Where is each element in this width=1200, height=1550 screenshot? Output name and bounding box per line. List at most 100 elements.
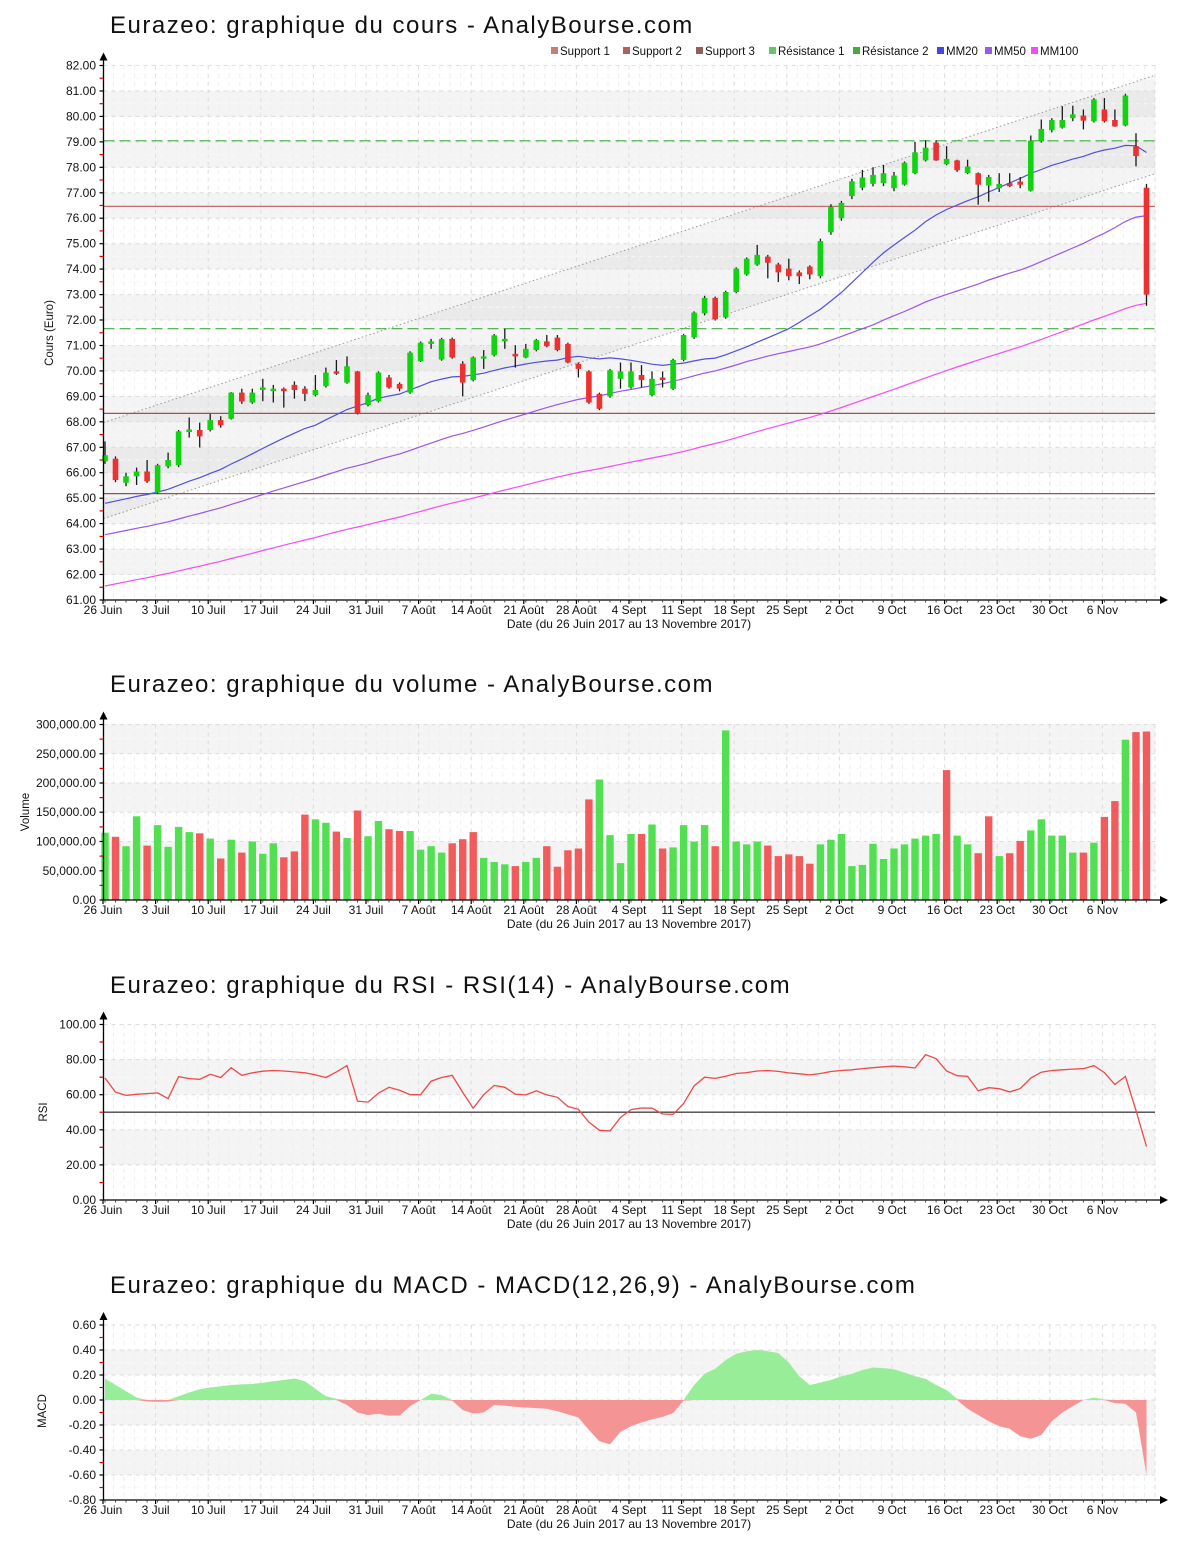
svg-text:17 Juil: 17 Juil	[243, 1203, 278, 1217]
svg-text:2 Oct: 2 Oct	[825, 1503, 854, 1517]
svg-text:16 Oct: 16 Oct	[927, 1203, 963, 1217]
svg-text:79.00: 79.00	[66, 135, 96, 149]
svg-text:28 Août: 28 Août	[556, 903, 597, 917]
svg-text:16 Oct: 16 Oct	[927, 903, 963, 917]
svg-text:24 Juil: 24 Juil	[296, 1503, 331, 1517]
svg-text:21 Août: 21 Août	[503, 603, 544, 617]
svg-text:-0.40: -0.40	[69, 1443, 97, 1457]
svg-text:7 Août: 7 Août	[402, 1503, 437, 1517]
svg-text:3 Juil: 3 Juil	[142, 1203, 170, 1217]
svg-text:Date (du 26 Juin 2017 au 13 No: Date (du 26 Juin 2017 au 13 Novembre 201…	[507, 617, 751, 631]
svg-text:9 Oct: 9 Oct	[878, 1503, 907, 1517]
svg-text:3 Juil: 3 Juil	[142, 603, 170, 617]
svg-text:Résistance 1: Résistance 1	[778, 46, 844, 58]
svg-text:3 Juil: 3 Juil	[142, 903, 170, 917]
svg-text:4 Sept: 4 Sept	[612, 1503, 647, 1517]
svg-text:23 Oct: 23 Oct	[980, 603, 1016, 617]
svg-text:78.00: 78.00	[66, 160, 96, 174]
svg-text:62.00: 62.00	[66, 568, 96, 582]
svg-text:11 Sept: 11 Sept	[661, 603, 702, 617]
svg-text:Eurazeo: graphique du RSI - RS: Eurazeo: graphique du RSI - RSI(14) - An…	[110, 972, 791, 999]
svg-text:MM100: MM100	[1040, 46, 1078, 58]
svg-text:MM20: MM20	[946, 46, 978, 58]
svg-text:30 Oct: 30 Oct	[1032, 1503, 1068, 1517]
svg-text:10 Juil: 10 Juil	[191, 1203, 226, 1217]
svg-text:Eurazeo: graphique du volume -: Eurazeo: graphique du volume - AnalyBour…	[110, 671, 714, 698]
svg-text:MACD: MACD	[37, 1394, 49, 1428]
svg-text:25 Sept: 25 Sept	[766, 903, 808, 917]
svg-text:30 Oct: 30 Oct	[1032, 603, 1068, 617]
svg-text:10 Juil: 10 Juil	[191, 903, 226, 917]
svg-text:72.00: 72.00	[66, 313, 96, 327]
svg-text:Résistance 2: Résistance 2	[862, 46, 928, 58]
svg-text:3 Juil: 3 Juil	[142, 1503, 170, 1517]
svg-text:77.00: 77.00	[66, 186, 96, 200]
svg-text:-0.80: -0.80	[69, 1493, 97, 1507]
svg-text:80.00: 80.00	[66, 1053, 96, 1067]
svg-text:0.60: 0.60	[73, 1318, 97, 1332]
svg-text:28 Août: 28 Août	[556, 603, 597, 617]
svg-text:16 Oct: 16 Oct	[927, 603, 963, 617]
svg-text:21 Août: 21 Août	[503, 1503, 544, 1517]
svg-text:18 Sept: 18 Sept	[714, 603, 756, 617]
svg-text:100.00: 100.00	[59, 1018, 96, 1032]
svg-text:7 Août: 7 Août	[402, 1203, 437, 1217]
svg-text:74.00: 74.00	[66, 262, 96, 276]
svg-text:6 Nov: 6 Nov	[1087, 1503, 1118, 1517]
svg-text:16 Oct: 16 Oct	[927, 1503, 963, 1517]
svg-text:11 Sept: 11 Sept	[661, 903, 702, 917]
svg-text:25 Sept: 25 Sept	[766, 1203, 808, 1217]
svg-text:0.00: 0.00	[73, 1193, 97, 1207]
svg-text:11 Sept: 11 Sept	[661, 1203, 702, 1217]
svg-text:18 Sept: 18 Sept	[714, 1503, 756, 1517]
svg-text:200,000.00: 200,000.00	[36, 776, 96, 790]
svg-text:76.00: 76.00	[66, 211, 96, 225]
svg-text:Support 1: Support 1	[560, 46, 610, 58]
svg-text:66.00: 66.00	[66, 466, 96, 480]
svg-text:6 Nov: 6 Nov	[1087, 1203, 1118, 1217]
svg-text:Volume: Volume	[20, 793, 32, 831]
svg-text:40.00: 40.00	[66, 1123, 96, 1137]
svg-text:60.00: 60.00	[66, 1088, 96, 1102]
svg-text:2 Oct: 2 Oct	[825, 903, 854, 917]
svg-text:21 Août: 21 Août	[503, 1203, 544, 1217]
svg-text:0.20: 0.20	[73, 1368, 97, 1382]
svg-text:6 Nov: 6 Nov	[1087, 603, 1118, 617]
svg-text:-0.60: -0.60	[69, 1468, 97, 1482]
svg-text:4 Sept: 4 Sept	[612, 603, 647, 617]
svg-text:50,000.00: 50,000.00	[43, 864, 97, 878]
svg-text:Support 2: Support 2	[632, 46, 682, 58]
svg-text:26 Juin: 26 Juin	[84, 1503, 123, 1517]
svg-text:Cours (Euro): Cours (Euro)	[44, 300, 56, 366]
svg-text:81.00: 81.00	[66, 84, 96, 98]
svg-text:24 Juil: 24 Juil	[296, 603, 331, 617]
svg-text:20.00: 20.00	[66, 1158, 96, 1172]
svg-text:24 Juil: 24 Juil	[296, 903, 331, 917]
svg-text:17 Juil: 17 Juil	[243, 1503, 278, 1517]
svg-text:-0.20: -0.20	[69, 1418, 97, 1432]
svg-text:150,000.00: 150,000.00	[36, 805, 96, 819]
svg-text:65.00: 65.00	[66, 491, 96, 505]
svg-text:18 Sept: 18 Sept	[714, 903, 756, 917]
svg-text:9 Oct: 9 Oct	[878, 1203, 907, 1217]
svg-text:70.00: 70.00	[66, 364, 96, 378]
svg-text:25 Sept: 25 Sept	[766, 603, 808, 617]
svg-text:10 Juil: 10 Juil	[191, 1503, 226, 1517]
svg-text:17 Juil: 17 Juil	[243, 603, 278, 617]
svg-text:Eurazeo: graphique du cours -: Eurazeo: graphique du cours - AnalyBours…	[110, 12, 694, 39]
svg-text:23 Oct: 23 Oct	[980, 903, 1016, 917]
svg-text:10 Juil: 10 Juil	[191, 603, 226, 617]
svg-text:24 Juil: 24 Juil	[296, 1203, 331, 1217]
svg-text:Date (du 26 Juin 2017 au 13 No: Date (du 26 Juin 2017 au 13 Novembre 201…	[507, 1517, 751, 1531]
svg-text:9 Oct: 9 Oct	[878, 603, 907, 617]
svg-text:26 Juin: 26 Juin	[84, 1203, 123, 1217]
svg-text:4 Sept: 4 Sept	[612, 1203, 647, 1217]
svg-text:300,000.00: 300,000.00	[36, 718, 96, 732]
svg-text:4 Sept: 4 Sept	[612, 903, 647, 917]
svg-text:31 Juil: 31 Juil	[349, 1503, 384, 1517]
svg-text:21 Août: 21 Août	[503, 903, 544, 917]
svg-text:Support 3: Support 3	[705, 46, 755, 58]
svg-text:31 Juil: 31 Juil	[349, 903, 384, 917]
svg-text:2 Oct: 2 Oct	[825, 1203, 854, 1217]
svg-text:Date (du 26 Juin 2017 au 13 No: Date (du 26 Juin 2017 au 13 Novembre 201…	[507, 917, 751, 931]
